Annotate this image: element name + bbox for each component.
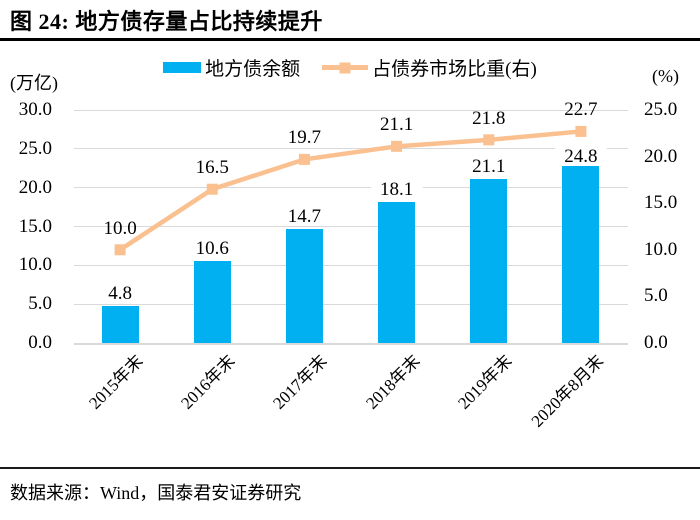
bar-2018年末 (378, 202, 416, 343)
data-source-note: 数据来源：Wind，国泰君安证券研究 (10, 483, 302, 503)
bar-value-label: 4.8 (94, 283, 147, 303)
line-series-path (118, 129, 582, 252)
gridline (74, 303, 628, 305)
legend-item-line-series: 占债券市场比重(右) (322, 54, 537, 81)
right-axis-tick: 25.0 (644, 99, 678, 120)
left-axis-unit: (万亿) (10, 73, 58, 93)
line-marker-icon (391, 140, 403, 152)
bar-2017年末 (285, 228, 323, 343)
right-axis-tick: 10.0 (644, 238, 678, 260)
line-marker-icon (206, 183, 218, 195)
right-axis-unit: (%) (652, 66, 679, 86)
bar-series-swatch-icon (163, 62, 202, 73)
gridline (74, 342, 628, 345)
title-divider (0, 38, 700, 41)
bar-2020年8月末 (562, 150, 600, 343)
right-axis-tick: 15.0 (644, 192, 678, 214)
line-marker-icon (298, 153, 310, 165)
line-value-label: 21.1 (379, 114, 414, 136)
line-value-label: 22.7 (564, 99, 598, 121)
right-axis-tick: 20.0 (644, 145, 678, 167)
bar-value-label: 18.1 (370, 180, 423, 200)
legend-label-line-series: 占债券市场比重(右) (372, 59, 537, 80)
left-axis-tick: 30.0 (18, 99, 52, 120)
line-value-label: 19.7 (287, 127, 322, 149)
line-marker-icon (114, 244, 126, 256)
line-value-label: 21.8 (472, 107, 506, 129)
right-axis-tick: 5.0 (644, 285, 668, 307)
right-axis-tick: 0.0 (644, 332, 668, 353)
left-axis-tick: 5.0 (28, 293, 52, 315)
left-axis-tick: 10.0 (18, 254, 52, 276)
gridline (74, 226, 628, 227)
line-marker-icon (483, 134, 495, 146)
bar-value-label: 24.8 (554, 147, 607, 167)
left-axis-tick: 25.0 (18, 137, 52, 159)
legend-label-bar-series: 地方债余额 (205, 59, 301, 80)
figure-title: 图 24: 地方债存量占比持续提升 (10, 9, 323, 34)
bar-value-label: 14.7 (278, 206, 331, 226)
line-value-label: 10.0 (103, 217, 137, 239)
bar-2015年末 (101, 305, 139, 343)
line-value-label: 16.5 (195, 157, 229, 179)
chart-legend: 地方债余额 占债券市场比重(右) (0, 54, 700, 81)
line-series-swatch-icon (322, 62, 369, 73)
bar-value-label: 21.1 (462, 157, 515, 177)
bar-2019年末 (470, 179, 508, 343)
left-axis-tick: 20.0 (18, 176, 52, 198)
gridline (74, 187, 628, 189)
gridline (74, 109, 628, 111)
gridline (74, 148, 628, 150)
gridline (74, 264, 628, 266)
legend-item-bar-series: 地方债余额 (163, 54, 300, 81)
footer-divider (0, 467, 700, 469)
bar-value-label: 10.6 (186, 238, 239, 258)
left-axis-tick: 0.0 (28, 332, 52, 353)
bar-2016年末 (193, 260, 231, 343)
left-axis-tick: 15.0 (18, 215, 52, 237)
line-marker-icon (575, 125, 587, 137)
